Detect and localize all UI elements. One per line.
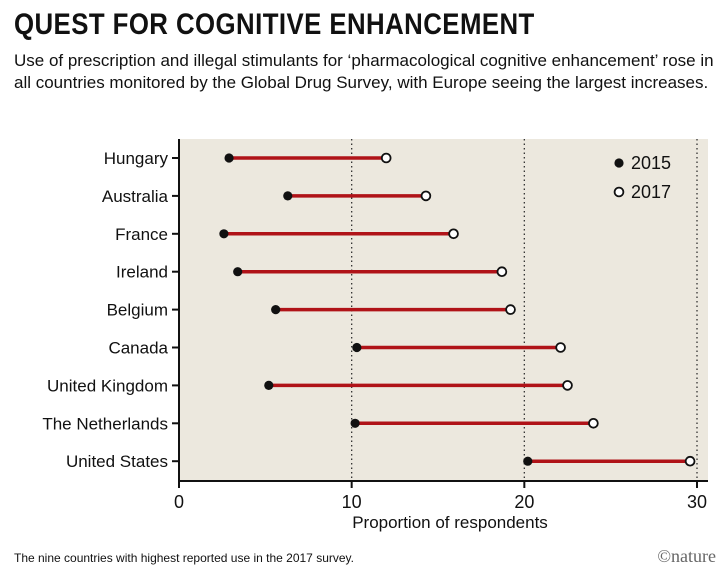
x-axis-label: Proportion of respondents: [352, 513, 548, 532]
point-2017-7: [588, 417, 599, 429]
x-tick-label-30: 30: [687, 492, 707, 512]
legend-label-2015: 2015: [631, 153, 671, 173]
legend-label-2017: 2017: [631, 182, 671, 202]
point-2015-5: [352, 342, 362, 353]
point-2015-1: [283, 191, 293, 201]
category-label-7: The Netherlands: [42, 414, 168, 433]
point-2015-3: [233, 267, 243, 277]
category-label-6: United Kingdom: [47, 376, 168, 395]
category-label-4: Belgium: [107, 301, 168, 320]
category-label-8: United States: [66, 452, 168, 471]
point-2015-4: [271, 305, 281, 315]
x-tick-label-10: 10: [342, 492, 362, 512]
x-axis: 0 10 20 30: [174, 139, 708, 512]
legend-marker-2015: [614, 158, 624, 168]
point-2015-7: [350, 418, 360, 428]
x-tick-label-20: 20: [514, 492, 534, 512]
category-label-1: Australia: [102, 187, 169, 206]
category-label-2: France: [115, 225, 168, 244]
chart-subtitle: Use of prescription and illegal stimulan…: [14, 51, 714, 92]
legend: 2015 2017: [613, 153, 671, 202]
chart-title: QUEST FOR COGNITIVE ENHANCEMENT: [14, 8, 535, 41]
x-tick-label-0: 0: [174, 492, 184, 512]
footnote: The nine countries with highest reported…: [14, 551, 354, 565]
point-2015-6: [264, 380, 274, 390]
category-label-3: Ireland: [116, 263, 168, 282]
data-marks: [219, 152, 696, 467]
point-2015-8: [523, 456, 533, 466]
point-2017-2: [448, 228, 459, 240]
nature-credit: ©nature: [657, 546, 716, 566]
point-2017-0: [380, 152, 392, 164]
category-label-0: Hungary: [104, 149, 169, 168]
category-labels: Hungary Australia France Ireland Belgium Cana…: [42, 149, 179, 471]
legend-marker-2017: [613, 186, 625, 198]
point-2017-8: [684, 455, 696, 467]
point-2017-1: [420, 190, 432, 202]
dumbbell-chart: 0 10 20 30 Hungary Australia France Ireland Bel…: [42, 139, 708, 532]
point-2017-3: [496, 266, 508, 278]
point-2015-0: [224, 153, 234, 163]
point-2017-4: [505, 304, 516, 315]
category-label-5: Canada: [108, 339, 168, 358]
point-2015-2: [219, 229, 229, 239]
point-2017-5: [555, 342, 566, 353]
point-2017-6: [562, 380, 573, 391]
